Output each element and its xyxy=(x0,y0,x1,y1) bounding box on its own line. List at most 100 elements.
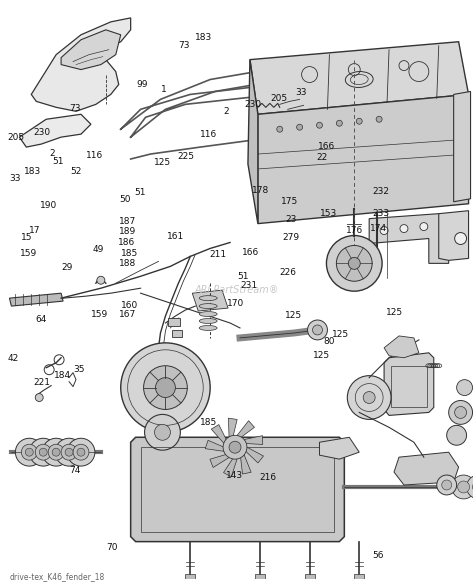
Circle shape xyxy=(455,406,466,419)
Bar xyxy=(173,330,182,337)
Circle shape xyxy=(447,426,466,445)
Text: 74: 74 xyxy=(69,466,80,475)
Polygon shape xyxy=(245,447,264,463)
Bar xyxy=(255,574,265,581)
Text: 185: 185 xyxy=(121,250,138,258)
Circle shape xyxy=(312,325,322,335)
Circle shape xyxy=(348,258,360,269)
Text: 189: 189 xyxy=(118,227,136,236)
Circle shape xyxy=(229,441,241,453)
Bar xyxy=(185,574,195,581)
Text: 51: 51 xyxy=(237,272,249,282)
Text: 161: 161 xyxy=(167,232,184,241)
Text: 166: 166 xyxy=(242,248,259,257)
Circle shape xyxy=(61,444,77,460)
Circle shape xyxy=(97,276,105,285)
Ellipse shape xyxy=(199,311,217,317)
Text: 187: 187 xyxy=(119,217,137,226)
Polygon shape xyxy=(394,452,459,485)
Text: 51: 51 xyxy=(135,188,146,197)
Text: 221: 221 xyxy=(33,378,50,387)
Circle shape xyxy=(449,401,473,424)
Circle shape xyxy=(455,233,466,244)
Circle shape xyxy=(308,320,328,340)
Text: 1: 1 xyxy=(161,85,167,94)
Text: 116: 116 xyxy=(200,130,218,139)
Text: 183: 183 xyxy=(23,167,41,176)
Text: 183: 183 xyxy=(195,33,213,42)
Text: 184: 184 xyxy=(54,371,71,380)
Circle shape xyxy=(42,438,70,466)
Text: 190: 190 xyxy=(40,201,57,210)
Text: 174: 174 xyxy=(370,224,387,233)
Text: 160: 160 xyxy=(121,301,138,310)
Text: 216: 216 xyxy=(259,473,276,483)
Polygon shape xyxy=(131,437,344,542)
Text: 153: 153 xyxy=(320,209,337,217)
Polygon shape xyxy=(192,290,228,311)
Text: 116: 116 xyxy=(86,151,103,160)
Polygon shape xyxy=(224,457,237,477)
Text: 29: 29 xyxy=(62,263,73,272)
Circle shape xyxy=(327,236,382,291)
Circle shape xyxy=(347,375,391,419)
Polygon shape xyxy=(439,210,469,261)
Text: 170: 170 xyxy=(228,298,245,307)
Polygon shape xyxy=(210,454,229,468)
Circle shape xyxy=(223,436,247,459)
Text: 125: 125 xyxy=(285,311,302,320)
Bar xyxy=(168,318,180,326)
Circle shape xyxy=(77,448,85,456)
Circle shape xyxy=(437,475,456,495)
Text: 73: 73 xyxy=(69,104,80,114)
Text: 230: 230 xyxy=(33,128,50,136)
Circle shape xyxy=(67,438,95,466)
Circle shape xyxy=(21,444,37,460)
Text: 232: 232 xyxy=(372,187,389,196)
Polygon shape xyxy=(9,293,63,306)
Polygon shape xyxy=(258,94,469,224)
Text: 279: 279 xyxy=(283,233,300,242)
Circle shape xyxy=(73,444,89,460)
Text: 49: 49 xyxy=(92,245,104,254)
Circle shape xyxy=(121,343,210,433)
Circle shape xyxy=(456,380,473,395)
Text: 23: 23 xyxy=(285,215,297,223)
Ellipse shape xyxy=(199,318,217,324)
Polygon shape xyxy=(384,336,419,358)
Polygon shape xyxy=(19,114,91,147)
Circle shape xyxy=(48,444,64,460)
Text: 125: 125 xyxy=(313,351,330,360)
Text: 159: 159 xyxy=(20,250,37,258)
Text: 70: 70 xyxy=(107,543,118,552)
Text: 167: 167 xyxy=(119,310,137,318)
Bar xyxy=(391,366,427,408)
Circle shape xyxy=(380,227,388,234)
Circle shape xyxy=(457,481,470,493)
Text: 125: 125 xyxy=(332,330,349,339)
Circle shape xyxy=(144,366,187,409)
Circle shape xyxy=(317,122,322,128)
Circle shape xyxy=(452,475,474,499)
Text: 233: 233 xyxy=(372,209,389,217)
Text: 80: 80 xyxy=(323,338,335,346)
Bar xyxy=(141,447,334,532)
Circle shape xyxy=(376,116,382,122)
Text: 205: 205 xyxy=(271,94,288,103)
Text: 186: 186 xyxy=(118,238,135,247)
Circle shape xyxy=(400,224,408,233)
Text: drive-tex_K46_fender_18: drive-tex_K46_fender_18 xyxy=(9,573,105,581)
Text: 15: 15 xyxy=(21,233,32,242)
Text: 125: 125 xyxy=(154,158,171,167)
Circle shape xyxy=(337,245,372,281)
Polygon shape xyxy=(240,455,251,474)
Text: 52: 52 xyxy=(70,167,82,176)
Circle shape xyxy=(466,475,474,499)
Polygon shape xyxy=(31,18,131,111)
Polygon shape xyxy=(454,92,471,202)
Polygon shape xyxy=(228,418,237,437)
Circle shape xyxy=(15,438,43,466)
Polygon shape xyxy=(248,59,258,224)
Text: 42: 42 xyxy=(8,353,19,363)
Circle shape xyxy=(442,480,452,490)
